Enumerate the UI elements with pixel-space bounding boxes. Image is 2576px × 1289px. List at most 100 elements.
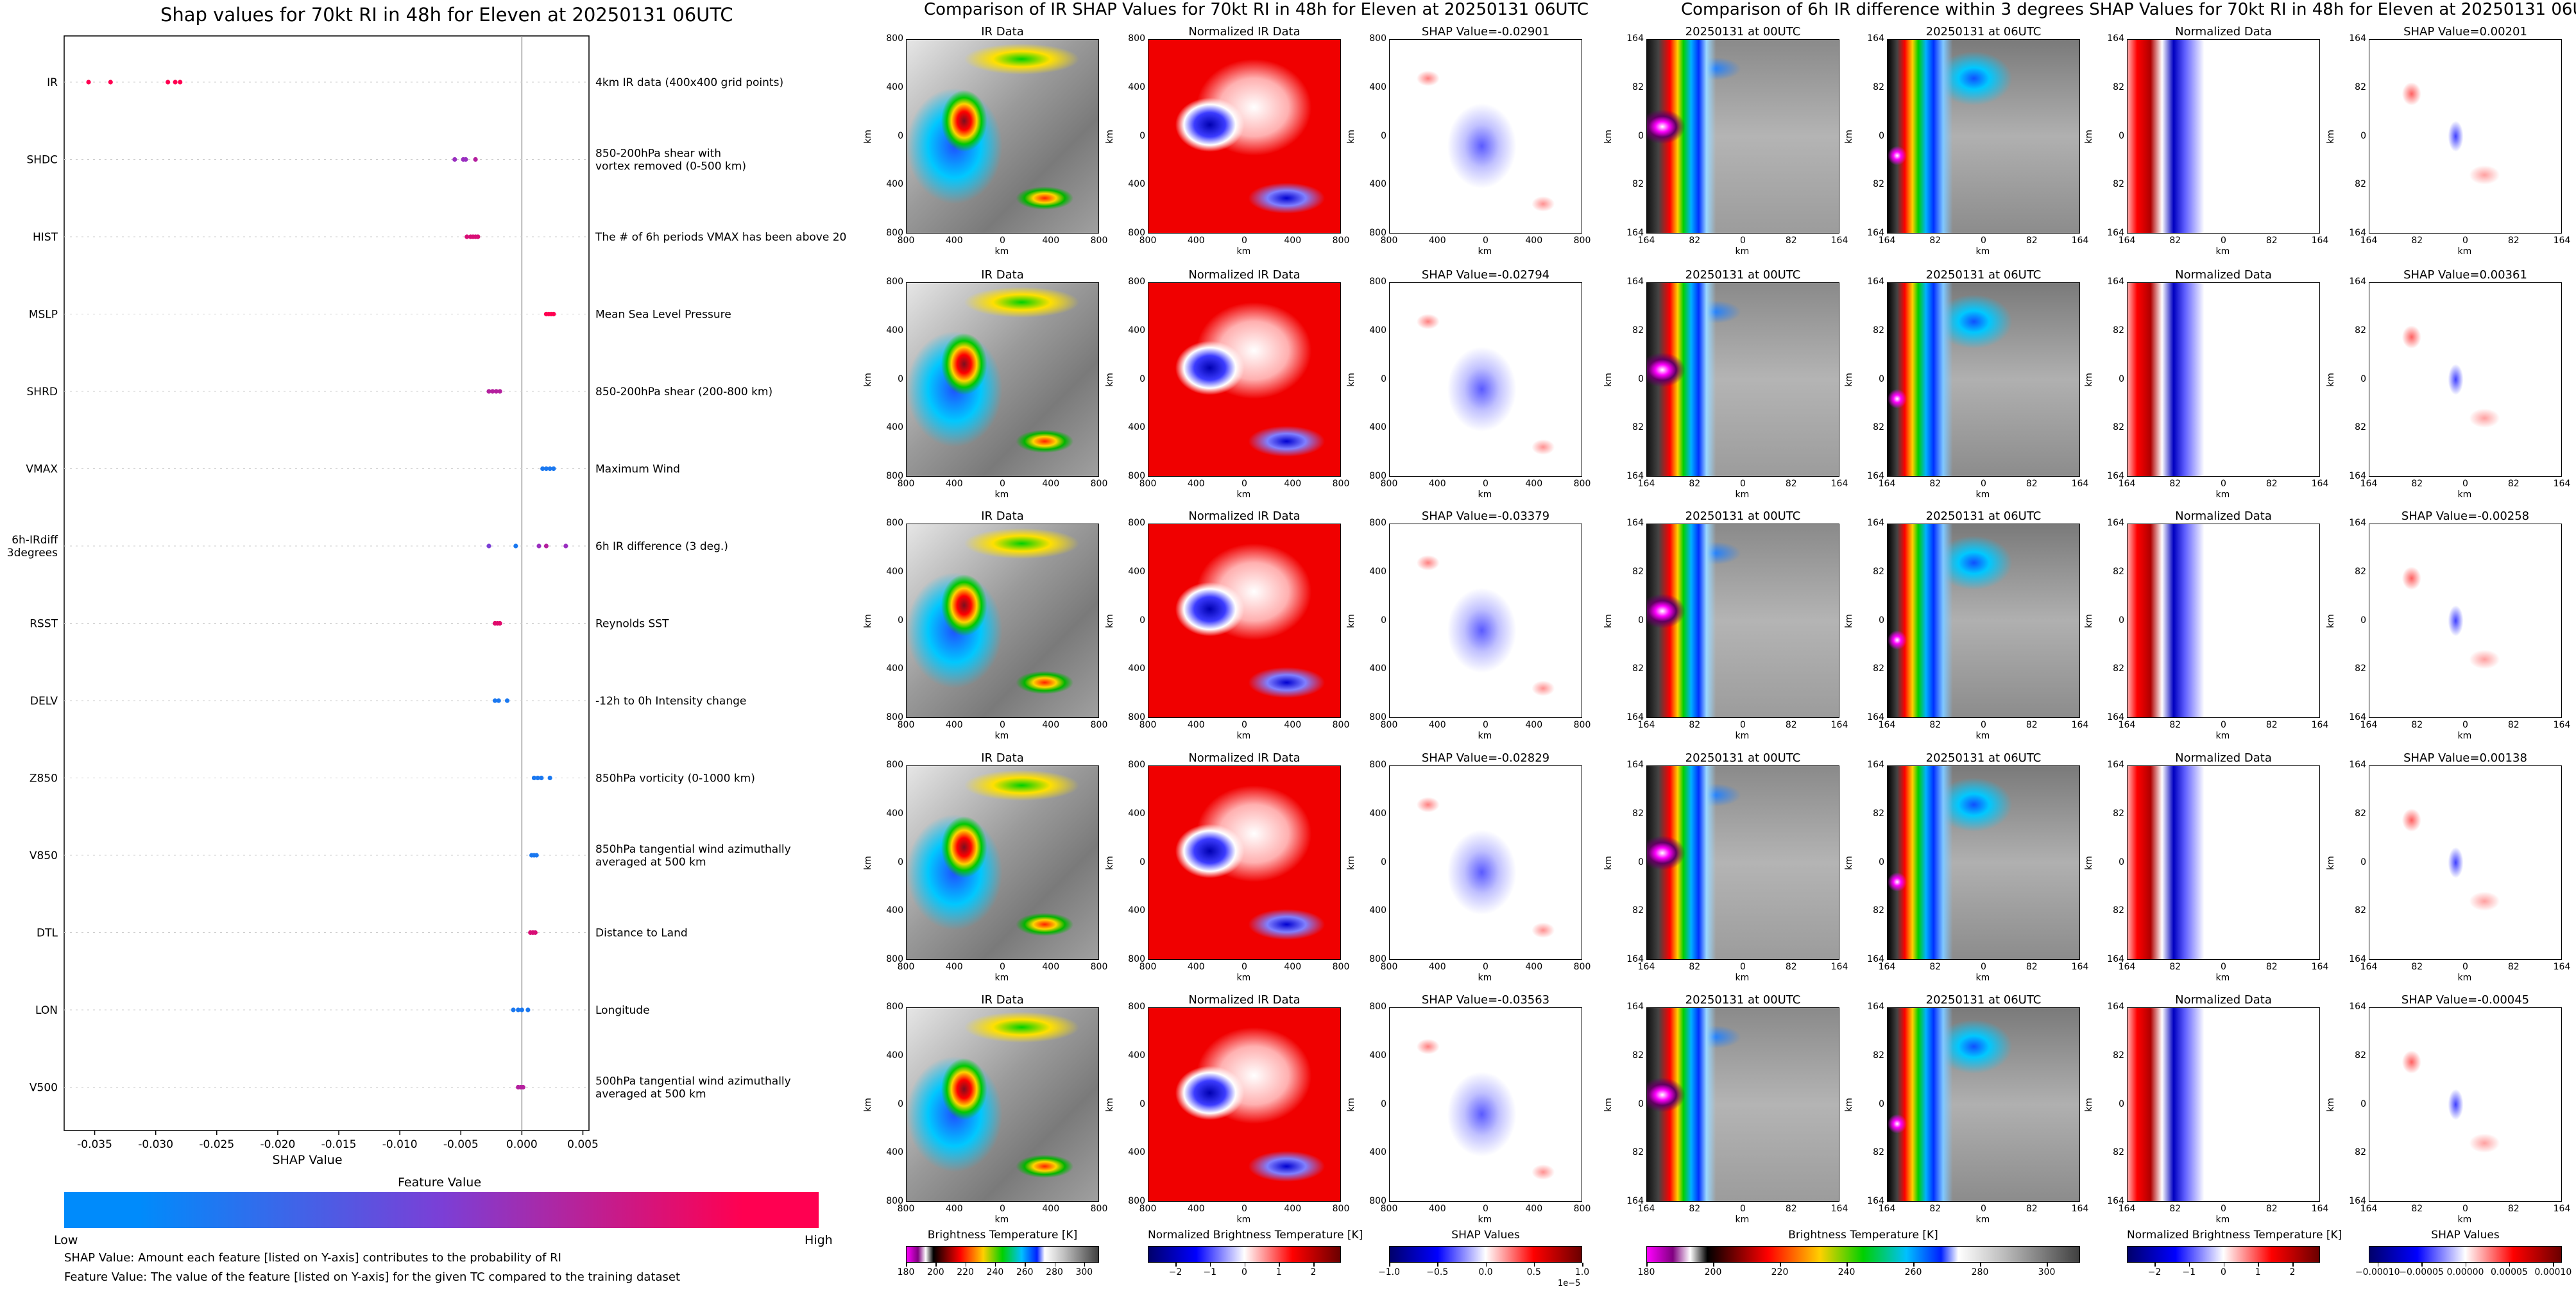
y-tick-label: 400	[1128, 1050, 1145, 1061]
colorbar-tick-label: 0.5	[1526, 1267, 1541, 1277]
y-tick-label: 0	[2119, 130, 2124, 141]
y-tick-label: 400	[886, 81, 903, 92]
y-tick-label: 164	[2349, 277, 2366, 287]
y-axis-label: km	[1104, 129, 1115, 144]
heatmap-panel	[906, 524, 1099, 718]
x-tick-label: 82	[2265, 1204, 2278, 1214]
y-axis-label: km	[862, 129, 873, 144]
y-tick-label: 0	[1879, 857, 1884, 867]
x-tick-label: 0	[1241, 720, 1247, 730]
colorbar-tick	[965, 1263, 967, 1267]
heatmap-panel	[1887, 282, 2080, 477]
colorbar-tick-label: −0.5	[1426, 1267, 1449, 1277]
y-tick-label: 0	[1139, 857, 1145, 867]
x-axis-label: km	[2215, 1215, 2230, 1225]
x-tick-label: 800	[1332, 720, 1350, 730]
y-tick-label: 0	[1139, 373, 1145, 384]
x-tick-label: 164	[1830, 720, 1848, 730]
x-axis-label: km	[994, 490, 1009, 500]
x-tick-label: 0.005	[567, 1138, 599, 1151]
panel-title: SHAP Value=-0.03379	[1421, 509, 1550, 523]
colorbar-tick-label: 0.00005	[2490, 1267, 2528, 1277]
heatmap-panel	[1887, 765, 2080, 960]
y-tick-label: 800	[886, 954, 903, 964]
colorbar-label: SHAP Values	[2431, 1229, 2500, 1242]
y-tick-label: 0	[2119, 373, 2124, 384]
x-tick-label: 800	[1573, 962, 1591, 972]
y-tick-label: 164	[1626, 760, 1644, 770]
y-axis-label: km	[1603, 1097, 1614, 1112]
y-tick-label: 400	[886, 905, 903, 916]
colorbar-tick	[994, 1263, 996, 1267]
colorbar-tick	[1913, 1263, 1915, 1267]
x-tick-label: 164	[1830, 235, 1848, 246]
y-tick-label: 400	[886, 663, 903, 674]
left-chart-title: Shap values for 70kt RI in 48h for Eleve…	[160, 4, 733, 26]
x-tick-label: 0	[1981, 479, 1986, 489]
y-tick-label: 82	[1632, 808, 1644, 819]
colorbar-tick	[1209, 1263, 1211, 1267]
y-tick-label: 800	[886, 33, 903, 44]
x-tick-label: 164	[1878, 479, 1896, 489]
x-tick-label: 164	[2071, 720, 2089, 730]
x-tick-label: 800	[1332, 1204, 1350, 1214]
feature-description-label: 850-200hPa shear (200-800 km)	[595, 386, 772, 398]
x-axis-label: km	[1478, 973, 1492, 983]
panel-title: SHAP Value=-0.02829	[1421, 751, 1550, 765]
x-tick-label: 82	[2026, 720, 2038, 730]
x-axis-label: km	[1735, 246, 1750, 257]
x-tick-label: 0	[1000, 720, 1005, 730]
x-tick-label: 400	[1042, 235, 1060, 246]
y-tick-label: 164	[1626, 33, 1644, 44]
shap-point	[539, 775, 544, 781]
colorbar-tick-label: 1	[1275, 1267, 1282, 1277]
colorbar-tick	[1244, 1263, 1245, 1267]
x-tick-label: 0	[1000, 1204, 1005, 1214]
x-tick-label: 400	[1428, 479, 1446, 489]
shap-point	[513, 543, 518, 549]
y-axis-label: km	[1345, 1097, 1356, 1112]
heatmap-panel	[1646, 765, 1839, 960]
y-tick-label: 164	[1867, 471, 1884, 481]
panel-title: Normalized IR Data	[1188, 993, 1301, 1007]
colorbar-tick	[1313, 1263, 1315, 1267]
x-tick-label: 400	[1187, 479, 1205, 489]
x-tick-label: 164	[2311, 1204, 2329, 1214]
x-tick-label: 400	[1284, 479, 1302, 489]
y-axis-label: km	[1603, 855, 1614, 870]
panel-title: SHAP Value=-0.02901	[1421, 25, 1550, 38]
x-tick-label: 0	[1981, 962, 1986, 972]
x-tick-label: 800	[1332, 479, 1350, 489]
x-tick-label: 400	[1525, 720, 1543, 730]
feature-name-label: DTL	[37, 927, 58, 940]
y-tick-label: 164	[2107, 954, 2124, 964]
x-tick-label: 82	[1689, 1204, 1701, 1214]
y-tick-label: 164	[1867, 954, 1884, 964]
panel-title: 20250131 at 00UTC	[1685, 993, 1801, 1007]
feature-name-label: Z850	[30, 773, 58, 785]
x-tick-label: 0	[1483, 720, 1488, 730]
x-axis-label: km	[2457, 973, 2472, 983]
x-axis-label: km	[994, 1215, 1009, 1225]
colorbar-tick-label: 300	[1075, 1267, 1093, 1277]
y-axis-label: km	[1104, 372, 1115, 387]
x-axis-label: km	[2215, 490, 2230, 500]
colorbar-tick	[1175, 1263, 1177, 1267]
heatmap-panel	[2127, 1007, 2320, 1202]
right-figure-title: Comparison of 6h IR difference within 3 …	[1681, 0, 2576, 19]
shap-point	[486, 389, 491, 394]
y-tick-label: 82	[1873, 325, 1884, 336]
mid-figure-title: Comparison of IR SHAP Values for 70kt RI…	[924, 0, 1589, 19]
heatmap-panel	[906, 282, 1099, 477]
feature-description-label: 500hPa tangential wind azimuthally	[595, 1075, 791, 1088]
y-tick-label: 0	[1879, 1098, 1884, 1109]
panel-title: Normalized IR Data	[1188, 268, 1301, 282]
x-tick-label: 164	[1878, 1204, 1896, 1214]
x-tick-label: 800	[1090, 1204, 1108, 1214]
y-axis-label: km	[2083, 372, 2094, 387]
y-tick-label: 800	[886, 1002, 903, 1012]
y-tick-label: 800	[886, 760, 903, 770]
x-tick-label: 400	[945, 1204, 963, 1214]
colorbar-tick-label: 200	[1704, 1267, 1722, 1277]
x-tick-label: 0	[1241, 235, 1247, 246]
